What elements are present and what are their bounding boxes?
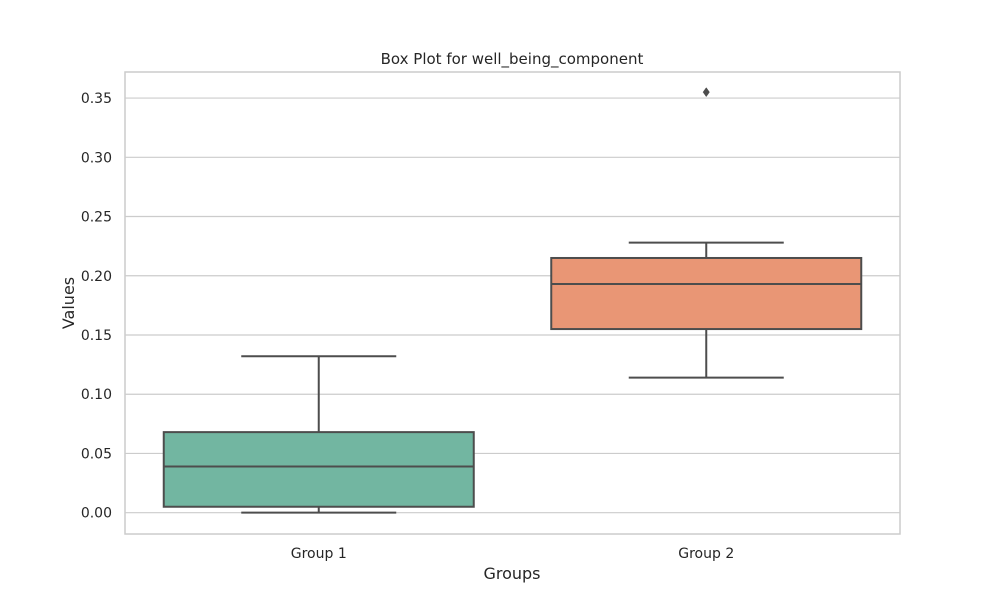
x-tick-labels: Group 1 Group 2	[291, 546, 734, 562]
plot-frame	[124, 71, 901, 535]
x-tick-label: Group 2	[678, 546, 734, 562]
y-tick-label: 0.00	[81, 506, 112, 522]
y-tick-labels: 0.00 0.05 0.10 0.15 0.20 0.25 0.30 0.35	[81, 91, 112, 522]
y-axis-label: Values	[59, 277, 78, 329]
x-tick-label: Group 1	[291, 546, 347, 562]
chart-title: Box Plot for well_being_component	[381, 50, 644, 69]
y-tick-label: 0.10	[81, 387, 112, 403]
y-tick-label: 0.35	[81, 91, 112, 107]
boxes	[162, 87, 863, 514]
y-tick-label: 0.20	[81, 269, 112, 285]
y-tick-label: 0.25	[81, 210, 112, 226]
box-2	[550, 87, 863, 379]
y-tick-label: 0.05	[81, 446, 112, 462]
y-tick-label: 0.30	[81, 150, 112, 166]
outlier-point	[702, 87, 710, 98]
box-1	[162, 355, 475, 514]
x-axis-label: Groups	[483, 564, 540, 583]
box-iqr	[162, 431, 475, 508]
y-tick-label: 0.15	[81, 328, 112, 344]
box-iqr	[550, 256, 863, 331]
